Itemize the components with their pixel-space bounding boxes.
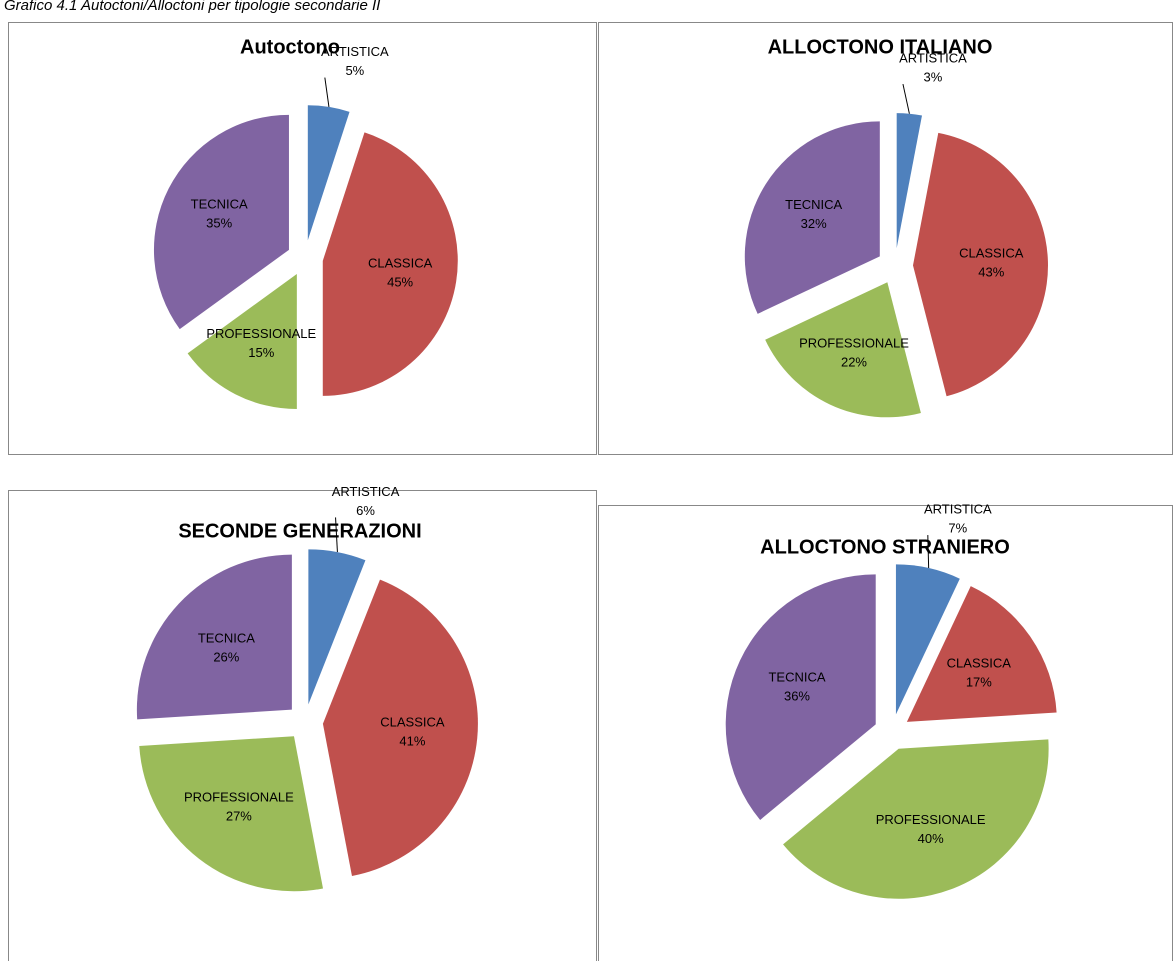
slice-label: TECNICA xyxy=(191,197,248,212)
pie-slice xyxy=(136,554,292,720)
pie-slice xyxy=(783,739,1049,899)
slice-value: 7% xyxy=(948,520,967,535)
slice-label: ARTISTICA xyxy=(899,50,967,65)
leader-line xyxy=(927,535,930,569)
pie-slice xyxy=(912,132,1048,397)
slice-label: PROFESSIONALE xyxy=(184,790,294,805)
slice-value: 26% xyxy=(213,650,239,665)
pie-slice xyxy=(153,114,289,330)
slice-value: 40% xyxy=(918,831,944,846)
slice-value: 35% xyxy=(206,216,232,231)
pie-slice xyxy=(725,574,876,820)
slice-label: ARTISTICA xyxy=(924,501,992,516)
chart-title: SECONDE GENERAZIONI xyxy=(178,520,421,542)
slice-label: PROFESSIONALE xyxy=(206,326,316,341)
slice-value: 3% xyxy=(924,69,943,84)
slice-label: CLASSICA xyxy=(959,245,1024,260)
slice-label: PROFESSIONALE xyxy=(876,812,986,827)
slice-label: TECNICA xyxy=(768,670,825,685)
slice-value: 22% xyxy=(841,355,867,370)
pie-slice xyxy=(322,132,458,396)
slice-label: PROFESSIONALE xyxy=(799,336,909,351)
pie-slice xyxy=(906,586,1057,722)
slice-label: TECNICA xyxy=(785,197,842,212)
chart-title: ALLOCTONO STRANIERO xyxy=(760,536,1010,558)
chart-title: ALLOCTONO ITALIANO xyxy=(768,36,993,58)
slice-value: 45% xyxy=(387,275,413,290)
slice-value: 32% xyxy=(801,216,827,231)
slice-value: 43% xyxy=(978,264,1004,279)
slice-value: 15% xyxy=(248,345,274,360)
pie-slice xyxy=(308,549,366,705)
slice-label: CLASSICA xyxy=(368,256,433,271)
slice-label: CLASSICA xyxy=(947,655,1012,670)
slice-value: 41% xyxy=(399,734,425,749)
slice-label: CLASSICA xyxy=(380,715,445,730)
pie-slice xyxy=(765,282,921,418)
slice-label: ARTISTICA xyxy=(321,44,389,59)
slice-value: 36% xyxy=(784,689,810,704)
pie-slice xyxy=(322,579,478,876)
panel xyxy=(8,22,597,455)
slice-label: TECNICA xyxy=(198,631,255,646)
chart-title: Autoctono xyxy=(240,36,340,58)
leader-line xyxy=(902,83,910,114)
slice-value: 17% xyxy=(966,674,992,689)
pie-slice xyxy=(895,564,960,715)
slice-value: 27% xyxy=(226,809,252,824)
pie-slice xyxy=(744,121,880,314)
slice-label: ARTISTICA xyxy=(332,484,400,499)
pie-slice xyxy=(307,105,350,241)
caption: Grafico 4.1 Autoctoni/Alloctoni per tipo… xyxy=(4,0,380,14)
slice-value: 6% xyxy=(356,503,375,518)
pie-slice xyxy=(187,274,297,410)
leader-line xyxy=(335,517,338,553)
slice-value: 5% xyxy=(345,63,364,78)
leader-line xyxy=(324,77,330,107)
pie-slice xyxy=(896,113,922,249)
pie-slice xyxy=(139,736,324,892)
